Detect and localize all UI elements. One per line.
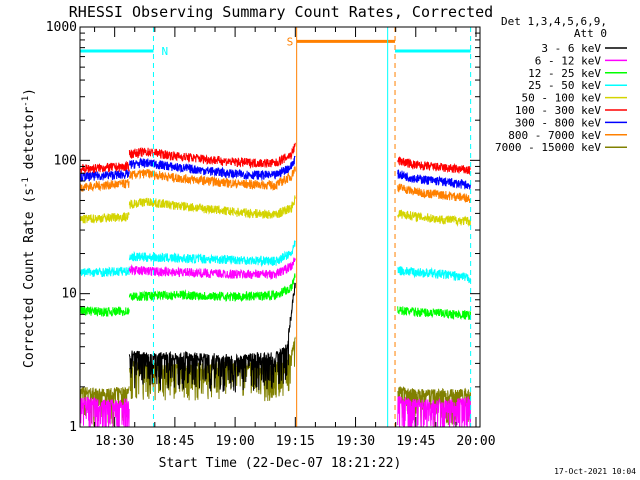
x-tick-label: 19:30 xyxy=(336,434,375,449)
y-tick-label: 1 xyxy=(69,420,77,435)
x-axis: 18:30 18:45 19:00 19:15 19:30 19:45 20:00 xyxy=(94,27,496,449)
legend-label: 100 - 300 keV xyxy=(515,104,601,117)
series-line xyxy=(79,266,130,278)
y-tick-label: 100 xyxy=(54,153,77,168)
series-line xyxy=(397,386,471,428)
y-axis-label-sup2: -1 xyxy=(21,96,31,107)
series-300-800-kev xyxy=(79,155,471,190)
series-line xyxy=(397,396,471,428)
flag-label: N xyxy=(161,45,168,58)
series-line xyxy=(397,266,471,284)
legend-label: 6 - 12 keV xyxy=(535,54,602,67)
series-line xyxy=(79,396,130,428)
instrument-flags: NS xyxy=(80,35,471,58)
plot-area: NS xyxy=(79,26,481,428)
y-axis: 1 10 100 1000 xyxy=(46,20,480,435)
series-line xyxy=(128,240,296,268)
series-line xyxy=(397,209,471,227)
legend-label: 800 - 7000 keV xyxy=(508,129,601,142)
legend-item: 50 - 100 keV xyxy=(522,92,627,105)
y-tick-label: 1000 xyxy=(46,20,77,35)
series-800-7000-kev xyxy=(79,166,471,203)
x-tick-label: 19:45 xyxy=(396,434,435,449)
legend-item: 25 - 50 keV xyxy=(528,79,627,92)
plot-frame xyxy=(79,26,481,428)
y-axis-label-sup1: -1 xyxy=(21,177,31,188)
y-axis-label: Corrected Count Rate (s-1 detector-1) xyxy=(21,88,37,368)
legend-header-line: Det 1,3,4,5,6,9, xyxy=(501,15,607,28)
y-axis-label-main: Corrected Count Rate (s xyxy=(22,188,37,368)
series-line xyxy=(79,306,130,317)
legend-item: 6 - 12 keV xyxy=(535,54,627,67)
legend-label: 12 - 25 keV xyxy=(528,67,601,80)
series-line xyxy=(128,282,296,393)
x-tick-label: 19:00 xyxy=(216,434,255,449)
y-axis-label-end: ) xyxy=(22,88,37,96)
series-line xyxy=(397,306,471,321)
series-6-12-kev xyxy=(79,257,471,428)
legend-label: 3 - 6 keV xyxy=(541,42,601,55)
series-line xyxy=(397,169,471,190)
series-layer xyxy=(79,142,471,428)
legend-label: 25 - 50 keV xyxy=(528,79,601,92)
series-line xyxy=(128,142,296,169)
legend-label: 300 - 800 keV xyxy=(515,116,601,129)
x-tick-label: 18:30 xyxy=(95,434,134,449)
legend-label: 50 - 100 keV xyxy=(522,92,602,105)
series-50-100-kev xyxy=(79,195,471,227)
flag-label: S xyxy=(287,35,294,48)
series-12-25-kev xyxy=(79,273,471,321)
series-line xyxy=(79,168,130,182)
x-axis-label: Start Time (22-Dec-07 18:21:22) xyxy=(159,456,402,471)
series-3-6-kev xyxy=(128,282,296,393)
legend-header: Det 1,3,4,5,6,9,Att 0 xyxy=(501,15,607,40)
legend-item: 12 - 25 keV xyxy=(528,67,627,80)
chart-title: RHESSI Observing Summary Count Rates, Co… xyxy=(69,3,493,21)
x-tick-label: 20:00 xyxy=(456,434,495,449)
series-line xyxy=(128,273,296,302)
legend-item: 300 - 800 keV xyxy=(515,116,627,129)
legend-label: 7000 - 15000 keV xyxy=(495,141,601,154)
series-25-50-kev xyxy=(79,240,471,284)
series-line xyxy=(79,179,130,192)
time-markers xyxy=(152,27,472,427)
series-line xyxy=(128,195,296,219)
series-line xyxy=(128,257,296,280)
series-line xyxy=(128,155,296,182)
legend-item: 800 - 7000 keV xyxy=(508,129,627,142)
legend-header-line: Att 0 xyxy=(574,27,607,40)
y-tick-label: 10 xyxy=(61,287,77,302)
legend-item: 7000 - 15000 keV xyxy=(495,141,627,154)
series-line xyxy=(79,212,130,224)
legend-item: 3 - 6 keV xyxy=(541,42,627,55)
x-tick-label: 18:45 xyxy=(155,434,194,449)
series-line xyxy=(397,156,471,176)
footer-timestamp: 17-Oct-2021 10:04 xyxy=(554,467,636,476)
legend-item: 100 - 300 keV xyxy=(515,104,627,117)
series-line xyxy=(129,166,296,191)
y-axis-label-mid: detector xyxy=(22,107,37,178)
series-line xyxy=(79,160,130,174)
series-100-300-kev xyxy=(79,142,471,176)
x-tick-label: 19:15 xyxy=(276,434,315,449)
series-line xyxy=(397,183,471,203)
